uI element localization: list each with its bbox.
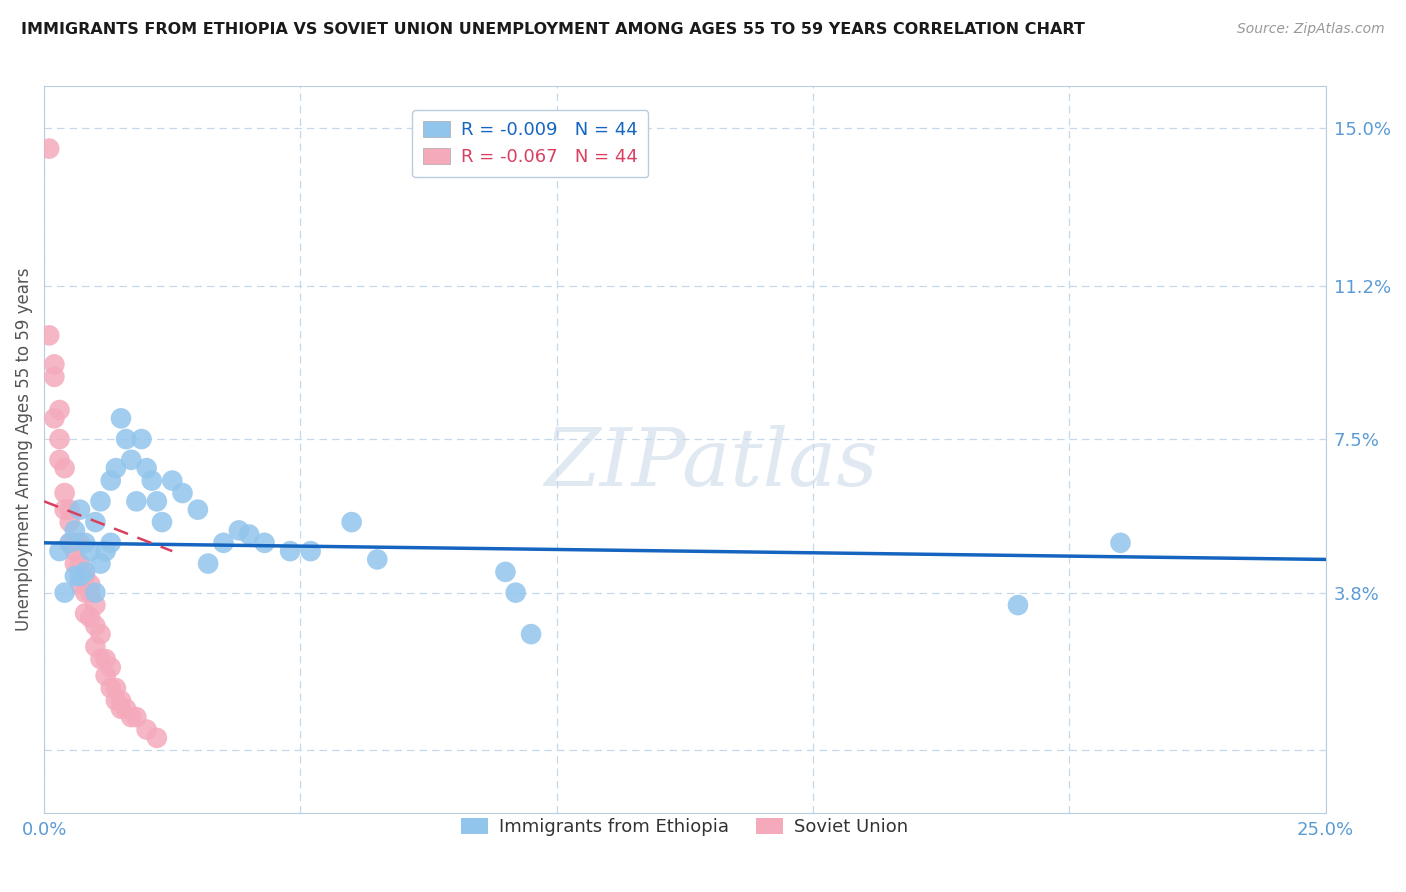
Point: [494, 565, 516, 579]
Point: [38, 328, 60, 343]
Point: [340, 515, 363, 529]
Point: [89, 557, 111, 571]
Point: [84, 640, 107, 654]
Point: [104, 693, 127, 707]
Point: [75, 565, 97, 579]
Point: [110, 702, 132, 716]
Point: [38, 142, 60, 156]
Text: IMMIGRANTS FROM ETHIOPIA VS SOVIET UNION UNEMPLOYMENT AMONG AGES 55 TO 59 YEARS : IMMIGRANTS FROM ETHIOPIA VS SOVIET UNION…: [21, 22, 1085, 37]
Point: [53, 461, 76, 475]
Point: [44, 411, 66, 425]
Point: [94, 668, 117, 682]
Point: [187, 502, 209, 516]
Point: [69, 557, 91, 571]
Point: [69, 502, 91, 516]
Point: [69, 536, 91, 550]
Point: [104, 681, 127, 695]
Point: [59, 502, 82, 516]
Point: [131, 432, 153, 446]
Point: [1109, 536, 1132, 550]
Legend: Immigrants from Ethiopia, Soviet Union: Immigrants from Ethiopia, Soviet Union: [454, 811, 915, 844]
Point: [69, 569, 91, 583]
Point: [238, 527, 260, 541]
Point: [197, 557, 219, 571]
Point: [162, 474, 184, 488]
Point: [48, 432, 70, 446]
Point: [48, 453, 70, 467]
Point: [115, 432, 138, 446]
Point: [79, 577, 101, 591]
Point: [146, 731, 169, 745]
Point: [89, 652, 111, 666]
Point: [79, 544, 101, 558]
Point: [100, 536, 122, 550]
Point: [89, 627, 111, 641]
Point: [366, 552, 388, 566]
Point: [63, 544, 86, 558]
Point: [48, 403, 70, 417]
Point: [94, 652, 117, 666]
Point: [141, 474, 163, 488]
Point: [228, 524, 250, 538]
Point: [75, 585, 97, 599]
Point: [135, 723, 157, 737]
Point: [94, 544, 117, 558]
Point: [84, 585, 107, 599]
Text: ZIPatlas: ZIPatlas: [544, 425, 877, 503]
Text: Source: ZipAtlas.com: Source: ZipAtlas.com: [1237, 22, 1385, 37]
Point: [63, 557, 86, 571]
Point: [59, 515, 82, 529]
Point: [59, 536, 82, 550]
Point: [79, 610, 101, 624]
Point: [212, 536, 235, 550]
Point: [278, 544, 301, 558]
Point: [48, 544, 70, 558]
Point: [79, 585, 101, 599]
Point: [53, 585, 76, 599]
Point: [69, 577, 91, 591]
Point: [75, 536, 97, 550]
Point: [1007, 598, 1029, 612]
Point: [53, 486, 76, 500]
Point: [89, 494, 111, 508]
Point: [100, 681, 122, 695]
Point: [135, 461, 157, 475]
Point: [44, 358, 66, 372]
Point: [172, 486, 194, 500]
Point: [63, 569, 86, 583]
Point: [110, 693, 132, 707]
Point: [100, 474, 122, 488]
Point: [253, 536, 276, 550]
Point: [120, 453, 142, 467]
Point: [120, 710, 142, 724]
Point: [84, 515, 107, 529]
Point: [53, 502, 76, 516]
Point: [100, 660, 122, 674]
Point: [84, 619, 107, 633]
Point: [75, 607, 97, 621]
Point: [75, 569, 97, 583]
Point: [299, 544, 322, 558]
Point: [44, 369, 66, 384]
Point: [520, 627, 543, 641]
Point: [63, 524, 86, 538]
Point: [125, 494, 148, 508]
Point: [146, 494, 169, 508]
Point: [104, 461, 127, 475]
Point: [505, 585, 527, 599]
Point: [115, 702, 138, 716]
Point: [110, 411, 132, 425]
Point: [84, 598, 107, 612]
Point: [150, 515, 173, 529]
Y-axis label: Unemployment Among Ages 55 to 59 years: Unemployment Among Ages 55 to 59 years: [15, 268, 32, 632]
Point: [63, 536, 86, 550]
Point: [59, 536, 82, 550]
Point: [125, 710, 148, 724]
